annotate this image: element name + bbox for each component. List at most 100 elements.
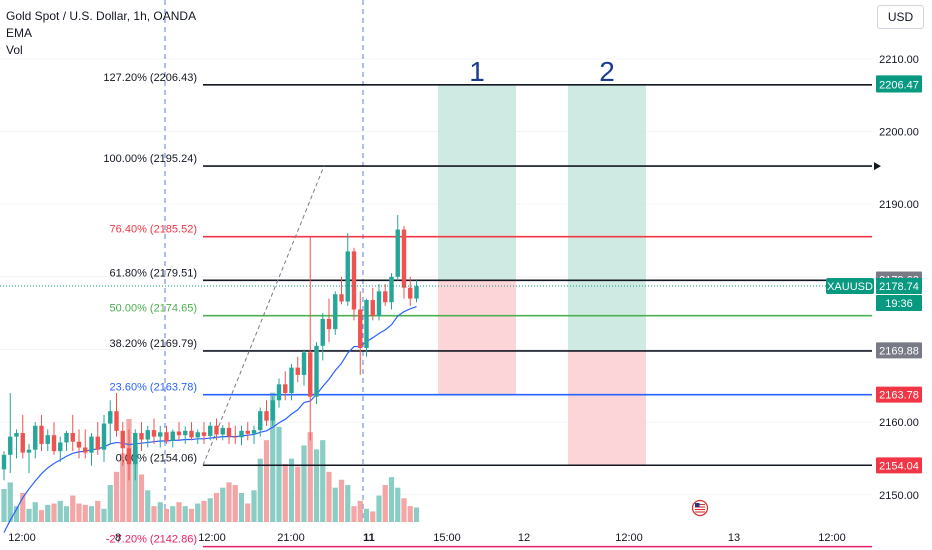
time-tick-label: 13: [728, 532, 740, 544]
candle: [239, 425, 244, 446]
candle: [151, 418, 157, 444]
candle-body: [308, 352, 313, 397]
loss-zone: [568, 350, 646, 466]
volume-bar: [132, 445, 138, 522]
volume-bar: [376, 495, 382, 522]
candle: [145, 425, 150, 448]
candle-body: [239, 430, 244, 438]
candle-body: [64, 432, 69, 443]
candle: [339, 276, 344, 305]
fib-trendline: [202, 165, 325, 466]
candle-body: [264, 411, 269, 421]
flag-canton: [695, 503, 700, 507]
candle-body: [120, 430, 125, 449]
candle: [133, 429, 138, 481]
time-axis[interactable]: 12:00 8 12:00 21:00 11 15:00 12 12:00 13 12:00: [8, 532, 846, 544]
price-tick-label: 2190.00: [879, 199, 919, 211]
volume-bar: [195, 503, 201, 522]
volume-bar: [138, 474, 145, 522]
candle: [408, 276, 413, 306]
volume-bar: [407, 506, 413, 522]
candle: [295, 356, 300, 383]
volume-bar: [176, 502, 182, 522]
flag-badge: [691, 499, 709, 517]
candle: [376, 284, 382, 321]
axis-price-tag-label: 2178.74: [879, 281, 919, 293]
candle: [233, 425, 238, 444]
candle: [289, 363, 294, 401]
volume-bar: [113, 471, 120, 522]
candle-body: [289, 367, 294, 394]
time-tick-label: 12:00: [8, 532, 36, 544]
candle-body: [83, 447, 88, 453]
candle: [214, 418, 219, 441]
zone-number-label: 1: [469, 56, 485, 87]
fib-level-label: -27.20% (2142.86): [106, 534, 197, 546]
candle: [264, 400, 269, 426]
volume-bar: [107, 485, 113, 522]
candle-body: [320, 318, 325, 346]
volume-bar: [270, 392, 276, 522]
candle: [26, 443, 32, 473]
volume-bar: [245, 503, 251, 522]
volume-bar: [388, 477, 395, 522]
candle: [195, 429, 200, 444]
candle: [183, 426, 188, 444]
candle: [364, 298, 369, 357]
candle-body: [251, 430, 257, 434]
candle: [370, 287, 375, 321]
volume-bar: [51, 503, 57, 522]
candle-body: [70, 432, 75, 442]
us-flag-icon[interactable]: [691, 499, 709, 517]
candle-body: [408, 287, 413, 299]
candle-body: [351, 251, 357, 310]
candle: [20, 414, 25, 459]
candle: [301, 349, 307, 386]
volume-bar: [232, 485, 238, 522]
candle: [414, 280, 419, 303]
candle-body: [258, 411, 263, 431]
volume-bar: [213, 492, 220, 522]
time-tick-label: 12:00: [615, 532, 643, 544]
time-tick-label: 15:00: [433, 532, 461, 544]
time-tick-label: 12:00: [818, 532, 846, 544]
currency-button[interactable]: USD: [877, 5, 924, 29]
axis-price-tag: [876, 76, 922, 93]
volume-bar: [320, 440, 326, 522]
volume-bar: [151, 506, 157, 522]
candle: [401, 225, 407, 299]
indicator-ema-label[interactable]: EMA: [6, 26, 33, 40]
candle-body: [95, 436, 100, 450]
volume-bar: [45, 504, 51, 522]
candle-body: [314, 345, 319, 397]
volume-bar: [357, 500, 363, 522]
candle: [120, 422, 125, 466]
fib-level-label: 23.60% (2163.78): [110, 382, 197, 394]
candle: [164, 425, 169, 444]
volume-bar: [20, 492, 26, 522]
fibonacci-levels[interactable]: 161.80% (2220.68)127.20% (2206.43)100.00…: [103, 0, 881, 548]
volume-bar: [188, 508, 195, 522]
fib-level-label: 76.40% (2185.52): [110, 224, 197, 236]
volume-bar: [238, 492, 245, 522]
candle: [226, 422, 232, 444]
indicator-vol-label[interactable]: Vol: [6, 43, 23, 57]
candle-body: [326, 318, 332, 330]
candle-body: [39, 425, 44, 444]
candle-body: [376, 291, 382, 317]
volume-bar: [257, 458, 263, 522]
volume-bar: [276, 426, 282, 522]
candle-body: [20, 432, 25, 453]
volume-bar: [63, 506, 70, 522]
chart-title: Gold Spot / U.S. Dollar, 1h, OANDA: [6, 9, 197, 23]
axis-price-tag: [876, 342, 922, 359]
candle-body: [14, 432, 19, 437]
candle-body: [226, 427, 232, 437]
fib-level-label: 100.00% (2195.24): [103, 153, 197, 165]
gridlines: [0, 58, 872, 496]
volume-bar: [395, 487, 401, 522]
candle-body: [270, 400, 275, 421]
price-tick-label: 2210.00: [879, 54, 919, 66]
